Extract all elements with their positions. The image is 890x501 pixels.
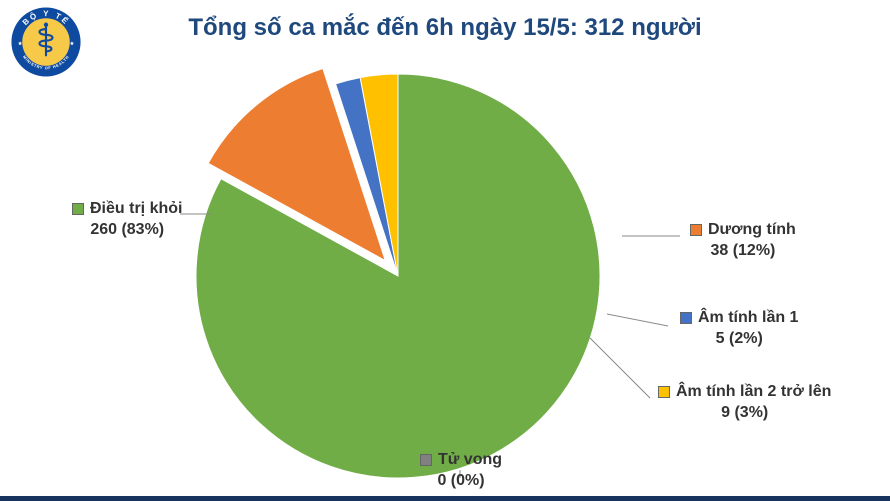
bottom-accent-bar [0,496,890,501]
legend-label: Dương tính [708,220,796,241]
legend-label: Âm tính lần 1 [698,308,798,329]
legend-label: Tử vong [438,450,502,471]
legend-label: Điều trị khỏi [90,199,182,220]
legend-item-death: Tử vong 0 (0%) [420,450,502,492]
legend-item-negative1: Âm tính lần 1 5 (2%) [680,308,798,350]
legend-item-negative2plus: Âm tính lần 2 trở lên 9 (3%) [658,382,831,424]
legend-value: 5 (2%) [716,329,763,350]
swatch-icon [690,224,702,236]
legend-value: 9 (3%) [721,403,768,424]
swatch-icon [420,454,432,466]
legend-value: 38 (12%) [710,241,775,262]
swatch-icon [72,203,84,215]
legend-value: 0 (0%) [437,471,484,492]
swatch-icon [658,386,670,398]
legend-label: Âm tính lần 2 trở lên [676,382,831,403]
legend-item-positive: Dương tính 38 (12%) [690,220,796,262]
swatch-icon [680,312,692,324]
legend-value: 260 (83%) [90,220,164,241]
legend-item-recovered: Điều trị khỏi 260 (83%) [72,199,182,241]
